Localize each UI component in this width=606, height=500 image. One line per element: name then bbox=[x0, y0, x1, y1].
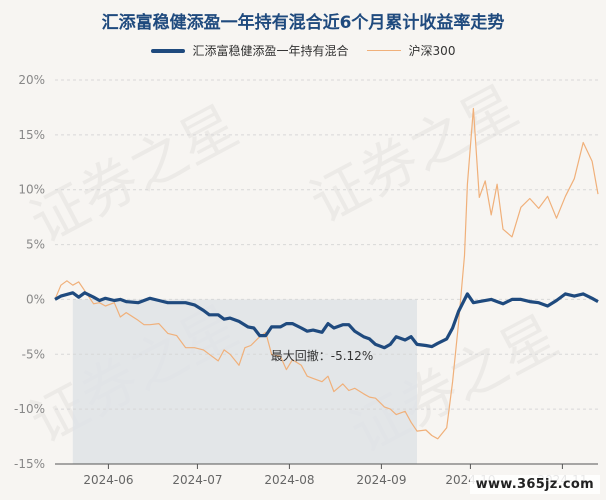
legend-swatch-index bbox=[366, 49, 401, 52]
x-tick-label: 2024-09 bbox=[356, 473, 406, 487]
legend-item-fund[interactable]: 汇添富稳健添盈一年持有混合 bbox=[150, 42, 349, 59]
series-line-index bbox=[54, 107, 599, 440]
drawdown-label: 最大回撤：-5.12% bbox=[271, 348, 373, 363]
y-tick-label: -5% bbox=[22, 347, 45, 361]
legend-label-index: 沪深300 bbox=[408, 44, 456, 58]
y-tick-label: 15% bbox=[18, 128, 45, 142]
y-tick-label: -10% bbox=[14, 402, 45, 416]
legend-item-index[interactable]: 沪深300 bbox=[366, 42, 456, 59]
y-tick-label: -15% bbox=[14, 457, 45, 471]
chart-legend: 汇添富稳健添盈一年持有混合 沪深300 bbox=[0, 42, 606, 59]
footer-watermark: www.365jz.com bbox=[469, 475, 600, 494]
y-tick-label: 10% bbox=[18, 183, 45, 197]
legend-swatch-fund bbox=[150, 48, 185, 53]
x-tick-label: 2024-06 bbox=[83, 473, 133, 487]
x-tick-label: 2024-07 bbox=[172, 473, 222, 487]
y-tick-label: 5% bbox=[26, 238, 45, 252]
y-tick-label: 20% bbox=[18, 73, 45, 87]
series-line-fund bbox=[54, 291, 599, 350]
x-tick-label: 2024-08 bbox=[264, 473, 314, 487]
y-tick-label: 0% bbox=[26, 292, 45, 306]
legend-label-fund: 汇添富稳健添盈一年持有混合 bbox=[192, 44, 349, 58]
chart-title: 汇添富稳健添盈一年持有混合近6个月累计收益率走势 bbox=[101, 13, 505, 33]
